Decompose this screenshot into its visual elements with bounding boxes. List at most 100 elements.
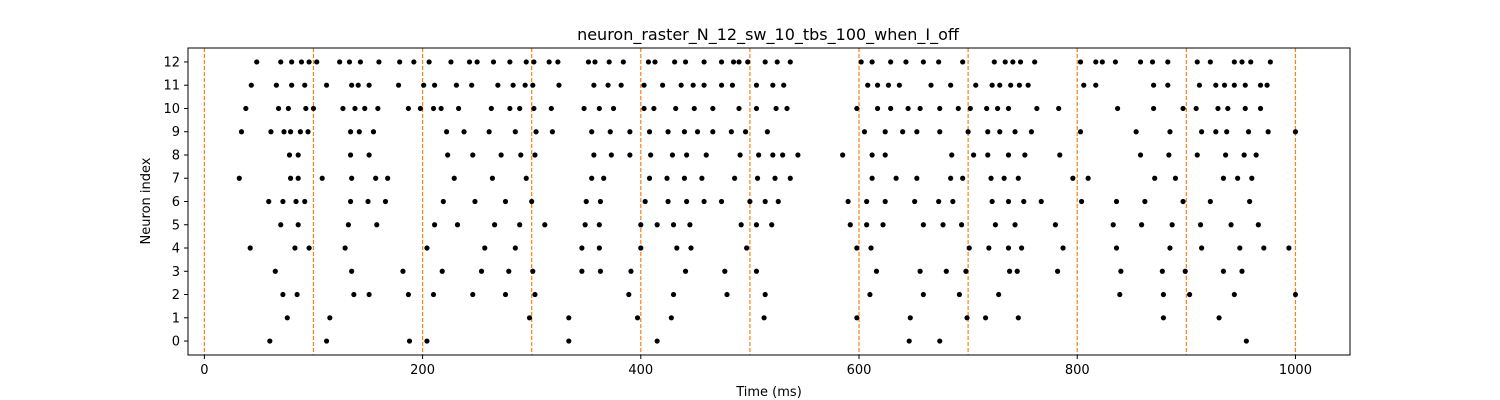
spike-point <box>491 222 498 228</box>
spike-point <box>306 59 312 65</box>
spike-point <box>1113 245 1120 251</box>
spike-point <box>327 315 333 321</box>
spike-point <box>681 175 688 181</box>
spike-point <box>840 152 846 158</box>
spike-point <box>1160 315 1167 321</box>
spike-point <box>787 59 793 65</box>
spike-point <box>988 175 994 181</box>
spike-point <box>1118 268 1124 274</box>
spike-point <box>376 59 382 65</box>
spike-point <box>914 175 920 181</box>
spike-point <box>710 105 716 112</box>
spike-point <box>472 198 478 205</box>
spike-point <box>1194 152 1200 158</box>
spike-point <box>864 198 870 205</box>
spike-point <box>955 105 961 112</box>
spike-point <box>532 291 538 298</box>
spike-point <box>764 129 770 135</box>
spike-point <box>634 315 641 321</box>
spike-point <box>1220 175 1227 181</box>
spike-point <box>606 59 612 65</box>
spike-point <box>648 152 654 158</box>
spike-point <box>1182 268 1188 274</box>
spike-point <box>690 82 696 88</box>
spike-point <box>1008 82 1014 88</box>
spike-point <box>701 82 707 88</box>
spike-point <box>1054 268 1061 274</box>
spike-point <box>596 222 602 228</box>
spike-point <box>1225 105 1231 112</box>
plot-frame <box>187 47 1351 356</box>
spike-point <box>781 82 787 88</box>
spike-point <box>965 129 971 135</box>
spike-point <box>397 59 403 65</box>
spike-point <box>737 152 743 158</box>
spike-point <box>997 129 1003 135</box>
spike-point <box>1172 175 1179 181</box>
spike-point <box>949 152 955 158</box>
spike-point <box>1133 129 1139 135</box>
spike-point <box>597 198 604 205</box>
spike-point <box>628 268 634 274</box>
spike-point <box>960 175 966 181</box>
spike-point <box>310 105 317 112</box>
spike-point <box>302 82 308 88</box>
spike-point <box>718 59 725 65</box>
spike-point <box>1231 291 1237 298</box>
spike-point <box>530 82 536 88</box>
spike-point <box>736 105 742 112</box>
spike-point <box>984 105 990 112</box>
spike-point <box>489 175 496 181</box>
spike-point <box>1137 152 1144 158</box>
spike-point <box>896 82 902 88</box>
spike-point <box>566 315 572 321</box>
spike-point <box>305 129 311 135</box>
spike-point <box>773 105 779 112</box>
spike-point <box>498 152 504 158</box>
spike-point <box>1248 59 1254 65</box>
spike-point <box>641 82 647 88</box>
spike-point <box>674 245 680 251</box>
spike-point <box>917 105 923 112</box>
spike-point <box>958 222 965 228</box>
chart-title: neuron_raster_N_12_sw_10_tbs_100_when_I_… <box>577 25 960 45</box>
spike-point <box>673 105 679 112</box>
spike-point <box>502 198 509 205</box>
spike-point <box>349 175 355 181</box>
spike-point <box>474 59 480 65</box>
spike-point <box>1142 198 1148 205</box>
y-tick-label: 1 <box>172 311 180 326</box>
spike-point <box>1257 82 1264 88</box>
spike-point <box>1228 222 1234 228</box>
spike-point <box>522 82 528 88</box>
spike-point <box>295 222 301 228</box>
spike-point <box>1099 59 1105 65</box>
spike-point <box>289 82 295 88</box>
spike-point <box>374 222 380 228</box>
spike-point <box>985 152 991 158</box>
spike-point <box>691 105 697 112</box>
spike-point <box>729 82 736 88</box>
spike-point <box>1165 82 1171 88</box>
spike-point <box>238 129 245 135</box>
spike-point <box>1257 105 1264 112</box>
spike-point <box>845 198 851 205</box>
spike-point <box>365 198 371 205</box>
spike-point <box>646 129 653 135</box>
spike-point <box>950 198 956 205</box>
spike-point <box>997 82 1003 88</box>
spike-point <box>861 129 868 135</box>
spike-point <box>1286 245 1292 251</box>
spike-point <box>1247 198 1253 205</box>
spike-point <box>646 175 653 181</box>
spike-point <box>1187 291 1193 298</box>
y-tick-label: 3 <box>172 265 180 280</box>
spike-point <box>306 245 312 251</box>
spike-point <box>907 315 913 321</box>
spike-point <box>266 198 272 205</box>
spike-point <box>1149 59 1156 65</box>
spike-point <box>424 245 430 251</box>
spike-point <box>431 222 438 228</box>
spike-point <box>482 245 488 251</box>
